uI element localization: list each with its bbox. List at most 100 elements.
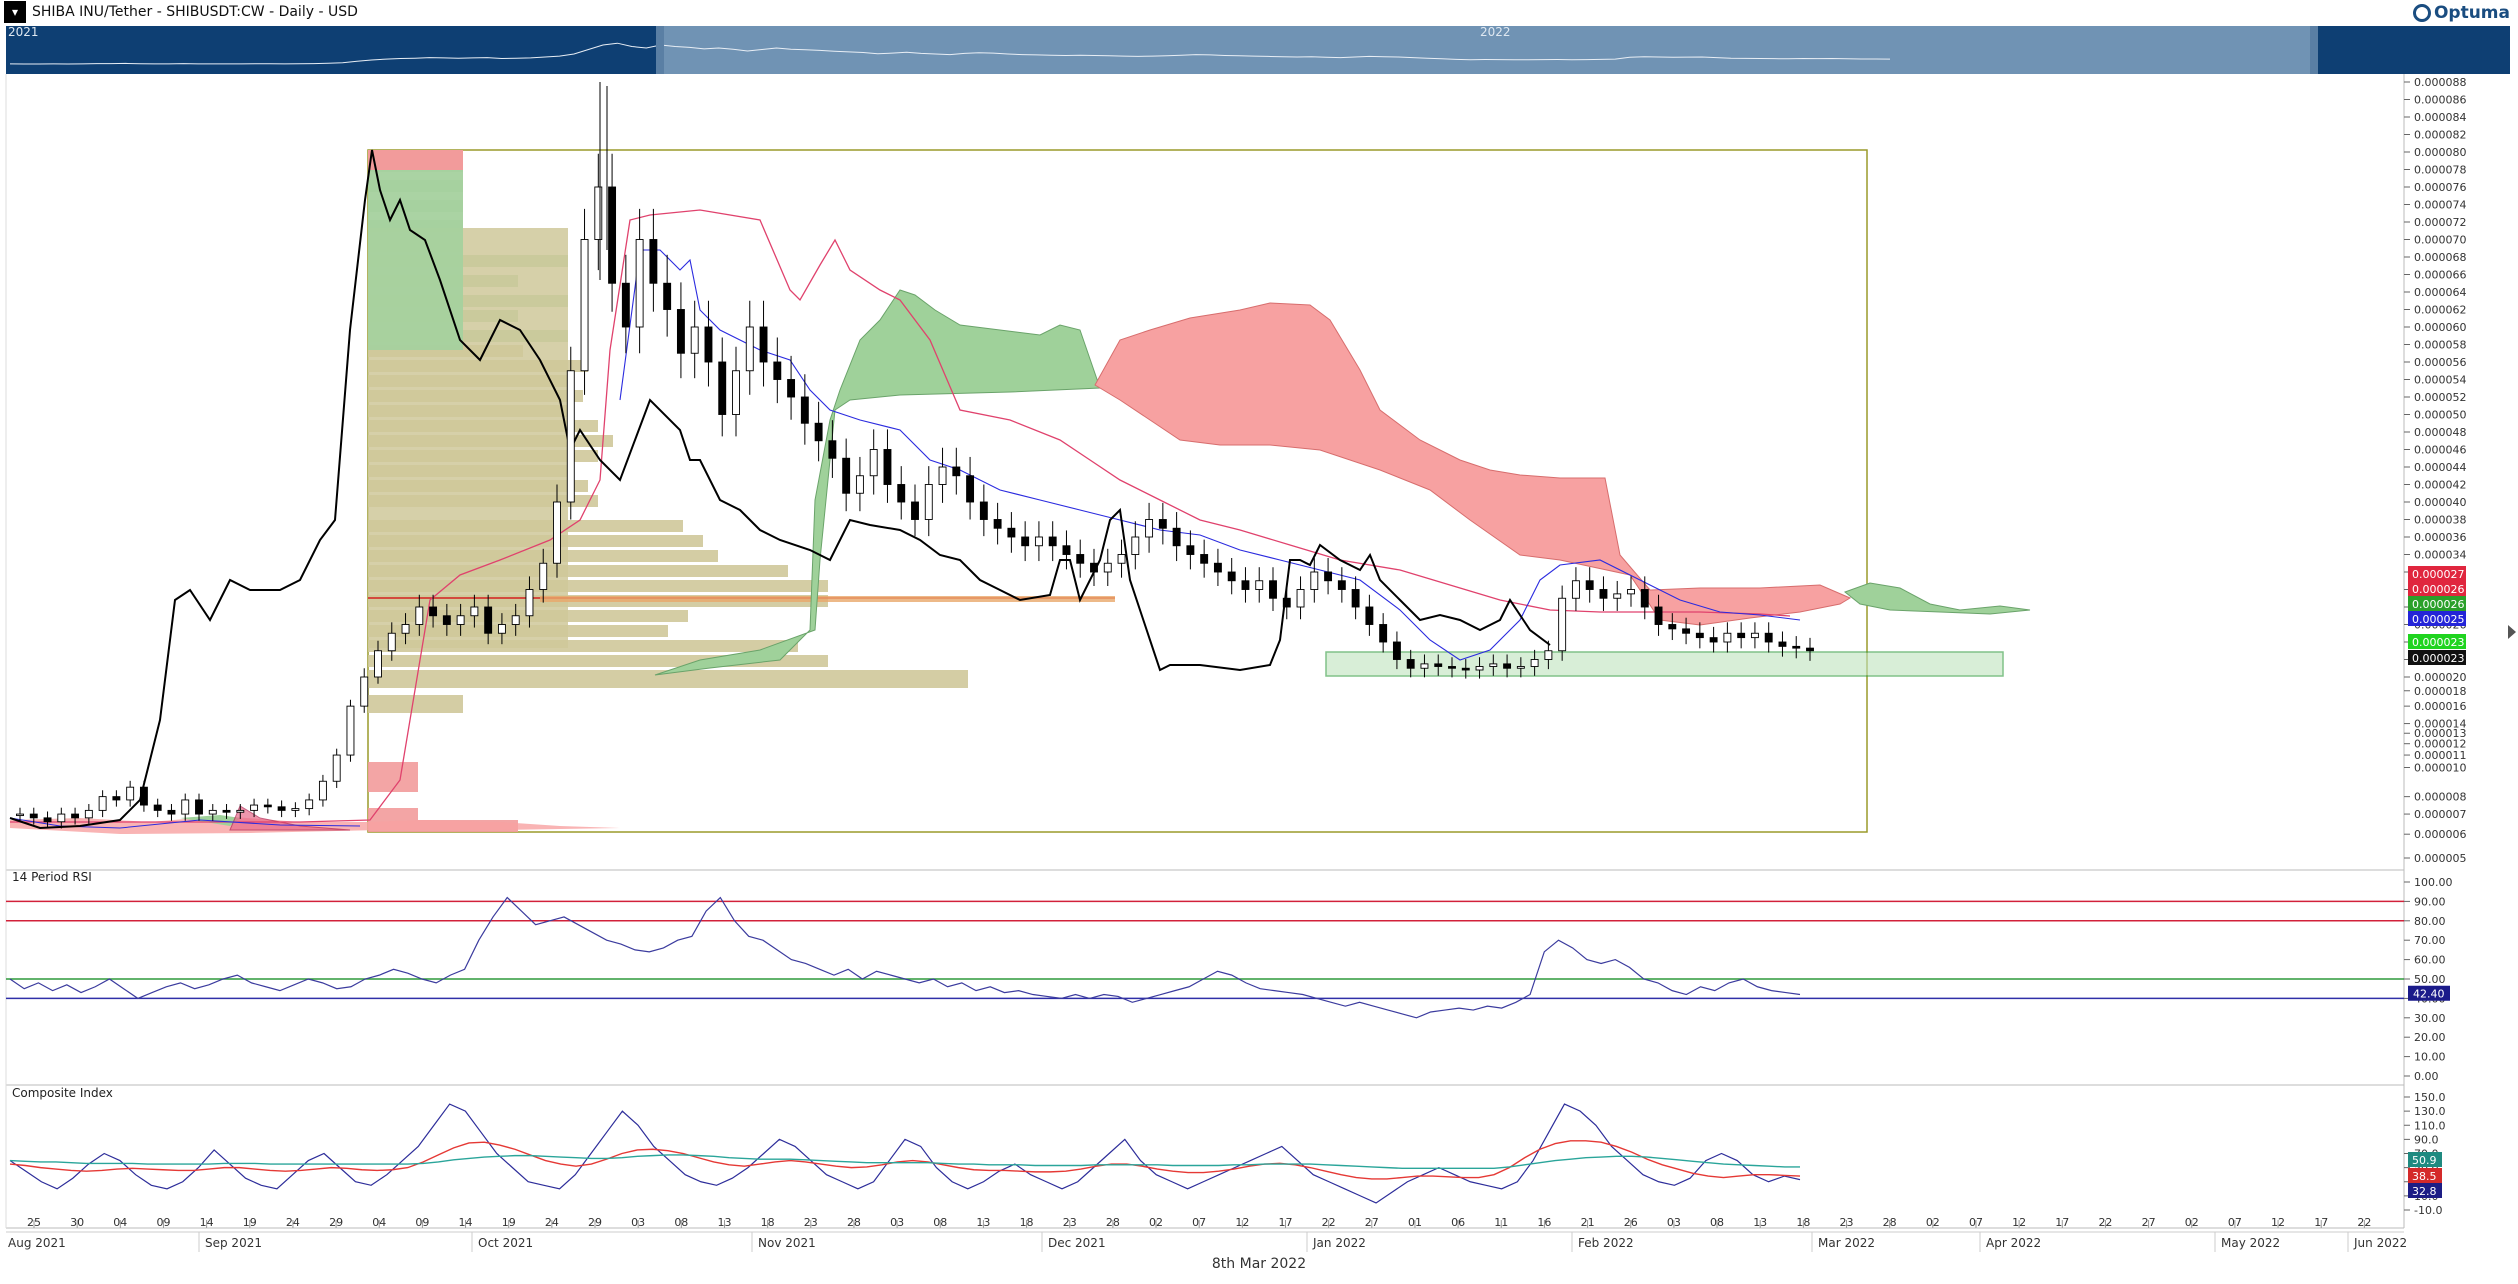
x-axis-day-label: 22: [2357, 1216, 2371, 1229]
composite-index-ma1-line: [9, 1140, 1801, 1180]
candle-body: [1475, 666, 1484, 671]
candle-body: [1227, 571, 1236, 582]
x-axis-day-label: 07: [1192, 1216, 1206, 1229]
candle-body: [732, 370, 740, 415]
price-axis-label: 0.000070: [2414, 234, 2467, 247]
candle-body: [1379, 624, 1388, 643]
navigator-price-line: [9, 42, 1891, 65]
candle-body: [1530, 659, 1539, 667]
candle-body: [1007, 527, 1016, 538]
ichimoku-cloud-bullish-future: [1843, 582, 2031, 615]
candle-body: [1269, 580, 1277, 599]
price-axis-label: 0.000046: [2414, 444, 2467, 457]
candle-body: [456, 615, 465, 625]
candle-body: [1682, 628, 1691, 634]
candle-body: [1503, 663, 1512, 669]
tenkan-sen-line: [9, 817, 361, 829]
price-axis-label: 0.000054: [2414, 374, 2467, 387]
rsi-axis-label: 50.00: [2414, 973, 2446, 986]
candle-body: [374, 650, 382, 678]
brand-logo: Optuma: [2412, 0, 2510, 26]
candle-body: [1034, 536, 1043, 547]
x-axis-day-label: 28: [847, 1216, 861, 1229]
candle-body: [1172, 527, 1181, 547]
x-axis-day-label: 19: [243, 1216, 257, 1229]
rsi-panel-title: 14 Period RSI: [12, 870, 92, 884]
x-axis-day-label: 07: [1969, 1216, 1983, 1229]
price-axis-label: 0.000016: [2414, 700, 2467, 713]
candle-body: [1571, 580, 1580, 599]
rsi-axis-label: 90.00: [2414, 895, 2446, 908]
price-tag: [2408, 581, 2466, 596]
optuma-logo-icon: [2412, 4, 2431, 22]
candle-body: [1076, 554, 1085, 564]
candle-body: [98, 796, 107, 811]
candle-body: [690, 326, 699, 354]
candle-body: [346, 705, 355, 756]
candle-body: [318, 780, 327, 801]
price-axis-label: 0.000056: [2414, 356, 2467, 369]
x-axis-day-label: 24: [545, 1216, 559, 1229]
price-axis-label: 0.000066: [2414, 269, 2467, 282]
price-axis-label: 0.000068: [2414, 251, 2467, 264]
candle-body: [222, 809, 231, 813]
candle-body: [1310, 571, 1319, 590]
candle-body: [1613, 593, 1622, 599]
price-axis-label: 0.000042: [2414, 479, 2467, 492]
candle-body: [1103, 562, 1112, 573]
ci-value-tag: [2408, 1168, 2442, 1183]
x-axis-day-label: 18: [1796, 1216, 1810, 1229]
candle-body: [676, 309, 685, 354]
x-axis-day-label: 23: [1063, 1216, 1077, 1229]
ichimoku-cloud-bullish: [654, 289, 1101, 676]
ci-value-tag: [2408, 1183, 2442, 1198]
x-axis-month-label: Jan 2022: [1312, 1236, 1366, 1250]
ci-value-label: 32.8: [2412, 1185, 2437, 1198]
price-tag-label: 0.000026: [2412, 598, 2465, 611]
navigator-left-handle[interactable]: [656, 26, 664, 74]
x-axis-day-label: 12: [1235, 1216, 1249, 1229]
collapse-arrow-icon[interactable]: [2508, 625, 2516, 639]
tenkan-sen-line: [619, 249, 1801, 661]
x-axis-month-label: Nov 2021: [758, 1236, 816, 1250]
candle-body: [1392, 641, 1401, 660]
candle-body: [525, 589, 534, 617]
candle-body: [993, 519, 1002, 529]
axes: 0.000088 0.000086 0.000084 0.000082 0.000080…: [6, 76, 2467, 1252]
x-axis-day-label: 08: [933, 1216, 947, 1229]
price-axis-label: 0.000088: [2414, 76, 2467, 89]
volume-profile-bar: [368, 670, 968, 688]
x-axis-day-label: 23: [1840, 1216, 1854, 1229]
price-axis-label: 0.000011: [2414, 749, 2467, 762]
candle-body: [1434, 663, 1443, 667]
app-menu-icon[interactable]: ▾: [4, 1, 26, 23]
candle-body: [828, 440, 837, 459]
x-axis-day-label: 03: [890, 1216, 904, 1229]
rsi-axis-label: 60.00: [2414, 954, 2446, 967]
composite-index-panel: [9, 1103, 1801, 1204]
price-axis-label: 0.000048: [2414, 426, 2467, 439]
navigator-right-handle[interactable]: [2310, 26, 2318, 74]
candle-body: [1365, 606, 1374, 625]
rsi-line: [9, 896, 1801, 1019]
x-axis-day-label: 13: [976, 1216, 990, 1229]
ci-axis-label: 110.0: [2414, 1119, 2446, 1132]
x-axis-day-label: 26: [1624, 1216, 1638, 1229]
candle-body: [511, 615, 520, 625]
navigator-label-2022: 2022: [1480, 25, 1511, 39]
price-axis-label: 0.000076: [2414, 181, 2467, 194]
candle-body: [1585, 580, 1594, 590]
candle-body: [1695, 632, 1704, 639]
x-axis-day-label: 22: [1322, 1216, 1336, 1229]
price-tag: [2408, 634, 2466, 649]
price-axis-label: 0.000060: [2414, 321, 2467, 334]
candle-body: [57, 813, 66, 823]
price-panel: [9, 82, 2031, 834]
candle-body: [773, 361, 782, 380]
candle-body: [71, 813, 80, 819]
price-axis-label: 0.000086: [2414, 94, 2467, 107]
candle-body: [208, 809, 217, 815]
candle-body: [236, 809, 245, 813]
x-axis-day-label: 02: [1149, 1216, 1163, 1229]
